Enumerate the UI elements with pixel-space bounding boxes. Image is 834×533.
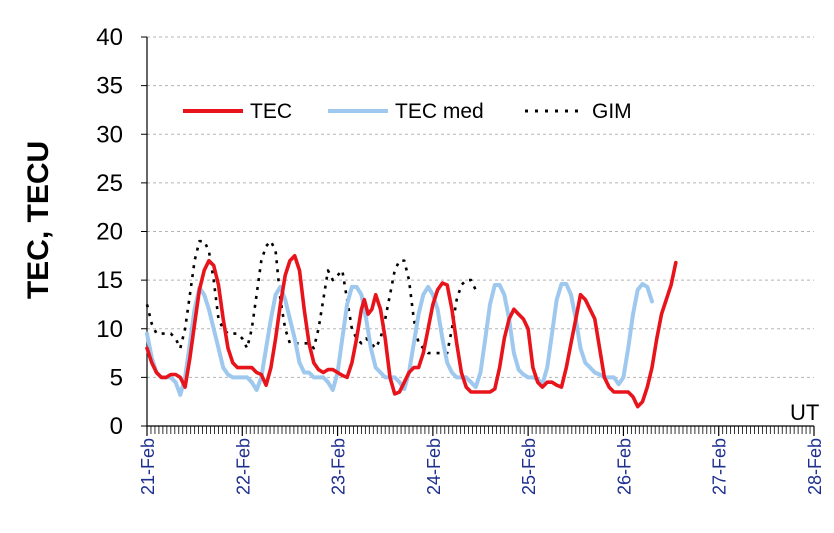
y-tick-label: 0: [110, 413, 123, 440]
y-tick-label: 35: [96, 73, 123, 100]
x-tick-label: 27-Feb: [710, 438, 730, 495]
y-tick-label: 30: [96, 121, 123, 148]
plot-series: [145, 239, 678, 409]
x-axis-unit-label: UT: [790, 400, 819, 425]
y-tick-label: 15: [96, 267, 123, 294]
x-tick-label: 25-Feb: [519, 438, 539, 495]
x-axis: 21-Feb 22-Feb 23-Feb 24-Feb 25-Feb 26-Feb 27-F…: [138, 425, 825, 495]
y-tick-label: 10: [96, 316, 123, 343]
y-axis-title: TEC, TECU: [22, 141, 55, 299]
y-tick-label: 40: [96, 24, 123, 51]
y-tick-label: 25: [96, 170, 123, 197]
x-tick-label: 23-Feb: [329, 438, 349, 495]
x-tick-label: 22-Feb: [233, 438, 253, 495]
legend-label-tec: TEC: [250, 100, 292, 123]
series-line-tec-med: [145, 282, 654, 397]
x-tick-label: 28-Feb: [805, 438, 825, 495]
x-tick-label: 24-Feb: [424, 438, 444, 495]
legend: TEC TEC med GIM: [183, 100, 632, 123]
y-axis: 0 5 10 15 20 25 30 35 40: [96, 24, 148, 440]
x-tick-label: 26-Feb: [614, 438, 634, 495]
series-line-tec: [145, 254, 678, 409]
x-tick-label: 21-Feb: [138, 438, 158, 495]
legend-label-tec-med: TEC med: [395, 100, 484, 123]
series-line-gim: [145, 239, 481, 355]
legend-label-gim: GIM: [592, 100, 632, 123]
gridlines: [147, 36, 814, 378]
y-tick-label: 5: [110, 364, 123, 391]
y-tick-label: 20: [96, 219, 123, 246]
